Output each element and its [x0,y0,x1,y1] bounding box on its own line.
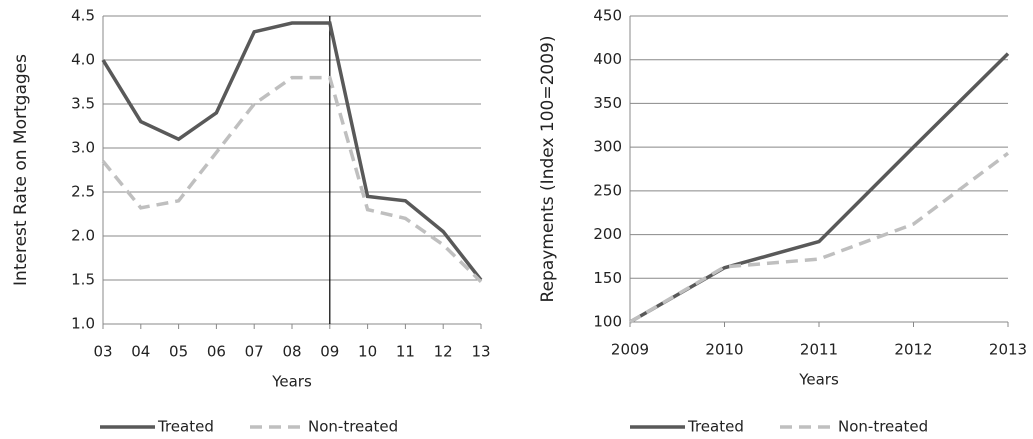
y-tick-label: 2.0 [71,227,95,245]
y-tick-label: 200 [593,225,622,243]
data-line [629,151,1010,324]
legend-label: Treated [157,418,214,436]
x-axis-label: Years [798,371,839,389]
data-line [629,52,1010,324]
y-tick-label: 150 [593,269,622,287]
x-tick-label: 2010 [705,341,743,359]
y-tick-label: 1.0 [71,315,95,333]
x-tick-label: 13 [471,343,490,361]
x-axis-label: Years [271,373,312,391]
x-tick-label: 2013 [989,341,1027,359]
y-tick-label: 250 [593,181,622,199]
data-line [101,75,483,284]
x-tick-label: 05 [169,343,188,361]
x-tick-label: 04 [131,343,150,361]
y-axis-label: Interest Rate on Mortgages [11,54,31,286]
y-tick-label: 450 [593,7,622,25]
y-tick-label: 3.5 [71,95,95,113]
x-tick-label: 2011 [800,341,838,359]
y-tick-label: 400 [593,50,622,68]
x-tick-label: 06 [207,343,226,361]
legend-label: Treated [687,418,744,436]
x-tick-label: 11 [396,343,415,361]
y-tick-label: 2.5 [71,183,95,201]
x-tick-label: 12 [434,343,453,361]
y-tick-label: 4.5 [71,7,95,25]
legend-label: Non-treated [838,418,928,436]
x-tick-label: 09 [320,343,339,361]
data-line [101,21,483,282]
y-tick-label: 100 [593,313,622,331]
y-tick-label: 3.0 [71,139,95,157]
x-tick-label: 2009 [611,341,649,359]
x-tick-label: 08 [282,343,301,361]
x-tick-label: 2012 [894,341,932,359]
legend-label: Non-treated [308,418,398,436]
y-tick-label: 300 [593,138,622,156]
x-tick-label: 03 [93,343,112,361]
y-tick-label: 4.0 [71,51,95,69]
y-tick-label: 350 [593,94,622,112]
y-tick-label: 1.5 [71,271,95,289]
y-axis-label: Repayments (Index 100=2009) [538,36,558,303]
x-tick-label: 07 [245,343,264,361]
x-tick-label: 10 [358,343,377,361]
